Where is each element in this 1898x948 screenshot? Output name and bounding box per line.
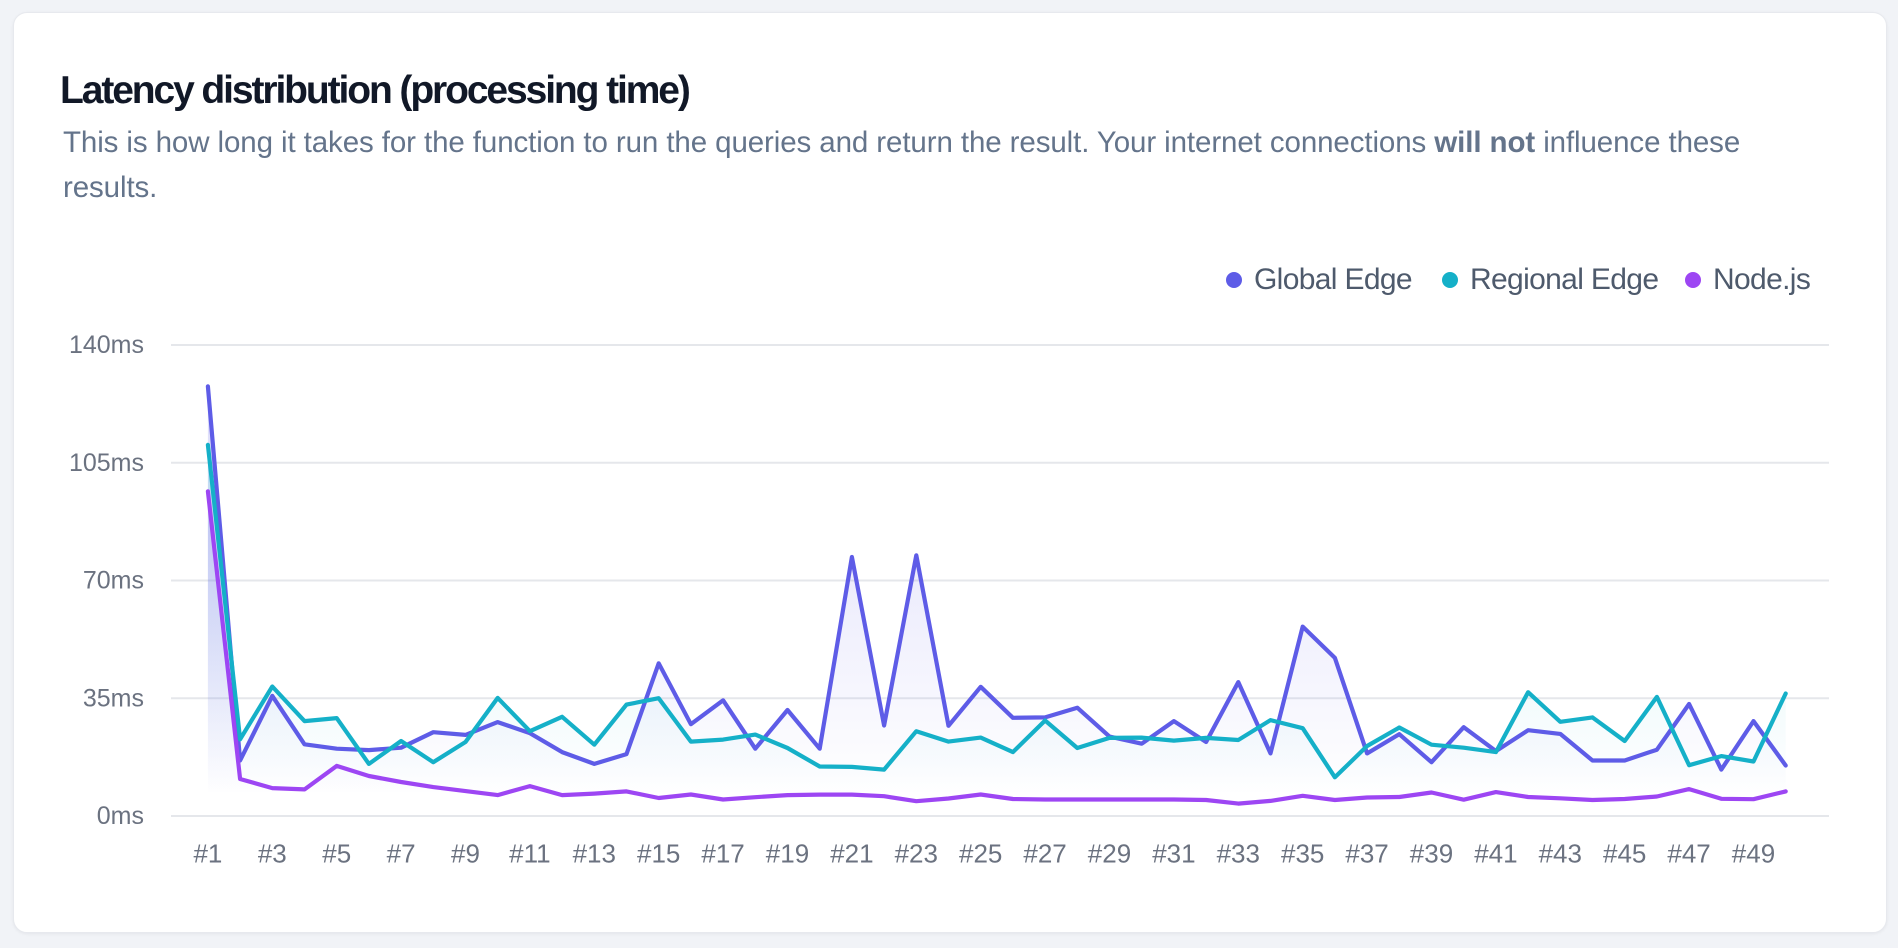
svg-text:#19: #19 bbox=[766, 839, 809, 869]
svg-text:#37: #37 bbox=[1345, 839, 1388, 869]
svg-text:#13: #13 bbox=[573, 839, 616, 869]
svg-text:#23: #23 bbox=[895, 839, 938, 869]
svg-text:#27: #27 bbox=[1023, 839, 1066, 869]
svg-text:#35: #35 bbox=[1281, 839, 1324, 869]
svg-text:#3: #3 bbox=[258, 839, 287, 869]
svg-text:#21: #21 bbox=[830, 839, 873, 869]
svg-text:#1: #1 bbox=[193, 839, 222, 869]
svg-text:#47: #47 bbox=[1667, 839, 1710, 869]
svg-text:35ms: 35ms bbox=[83, 684, 144, 712]
svg-text:#25: #25 bbox=[959, 839, 1002, 869]
svg-text:#41: #41 bbox=[1474, 839, 1517, 869]
svg-text:#31: #31 bbox=[1152, 839, 1195, 869]
svg-text:#15: #15 bbox=[637, 839, 680, 869]
svg-text:70ms: 70ms bbox=[83, 567, 144, 595]
svg-text:0ms: 0ms bbox=[97, 802, 144, 830]
svg-text:#39: #39 bbox=[1410, 839, 1453, 869]
svg-text:#45: #45 bbox=[1603, 839, 1646, 869]
svg-text:#43: #43 bbox=[1539, 839, 1582, 869]
svg-text:#5: #5 bbox=[322, 839, 351, 869]
svg-text:#33: #33 bbox=[1217, 839, 1260, 869]
svg-text:#49: #49 bbox=[1732, 839, 1775, 869]
svg-text:140ms: 140ms bbox=[69, 331, 144, 359]
svg-text:#9: #9 bbox=[451, 839, 480, 869]
svg-text:#29: #29 bbox=[1088, 839, 1131, 869]
svg-text:#17: #17 bbox=[701, 839, 744, 869]
svg-text:#7: #7 bbox=[387, 839, 416, 869]
svg-text:105ms: 105ms bbox=[69, 449, 144, 477]
svg-text:#11: #11 bbox=[509, 839, 550, 869]
